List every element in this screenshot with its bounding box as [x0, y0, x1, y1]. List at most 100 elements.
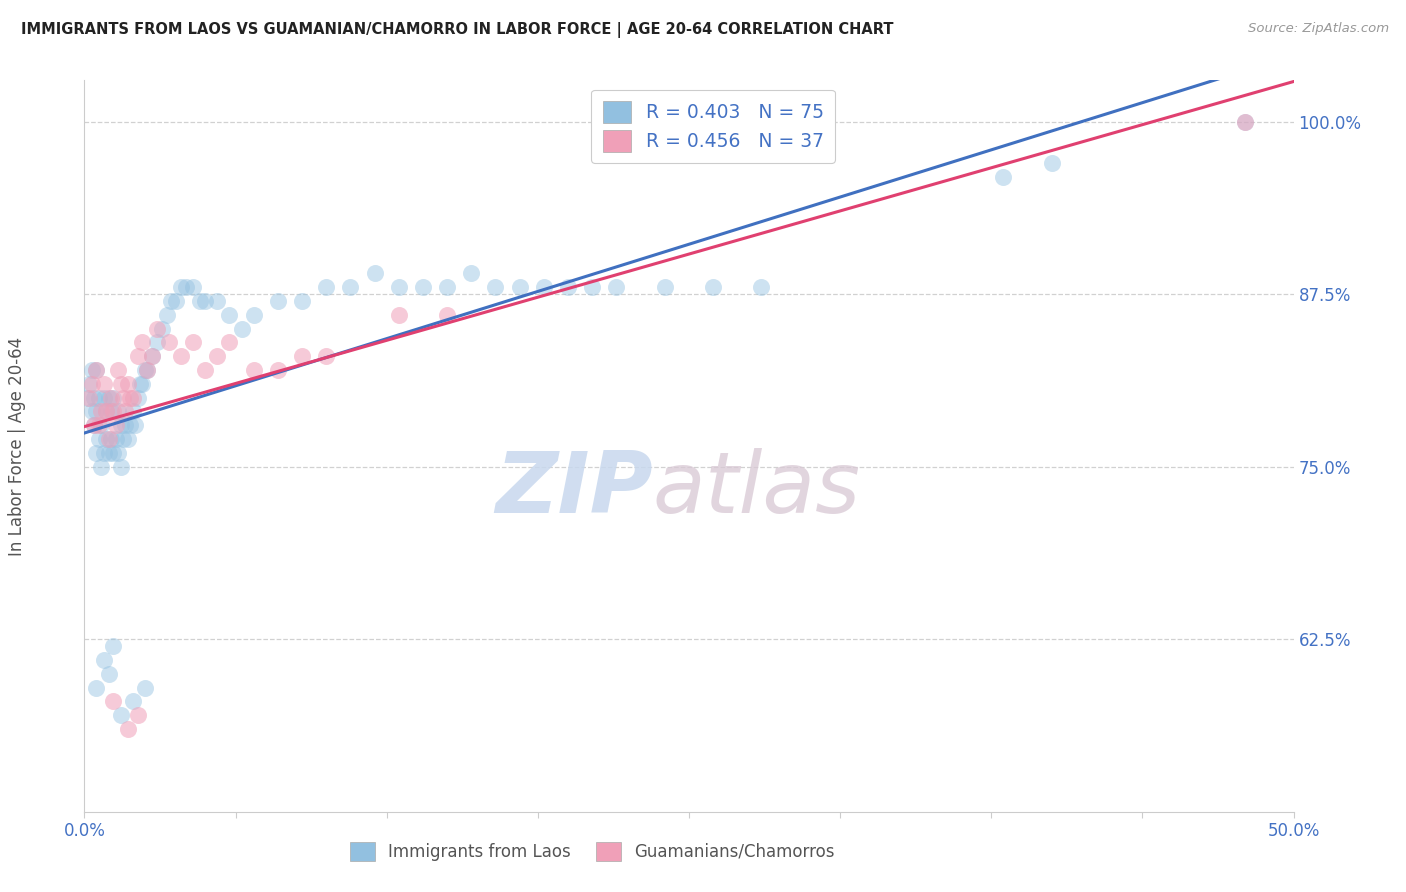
Point [207, 294, 229, 309]
Point [121, 694, 143, 708]
Point [86, 404, 108, 418]
Point [97, 666, 120, 681]
Point [702, 280, 724, 294]
Point [190, 294, 212, 309]
Point [80, 404, 103, 418]
Point [127, 349, 149, 363]
Point [86, 681, 108, 695]
Point [146, 321, 169, 335]
Point [141, 349, 163, 363]
Point [181, 280, 204, 294]
Point [112, 432, 135, 446]
Point [93, 653, 115, 667]
Point [150, 321, 173, 335]
Point [124, 418, 146, 433]
Point [751, 280, 773, 294]
Point [557, 280, 579, 294]
Point [170, 280, 193, 294]
Point [315, 280, 337, 294]
Point [412, 280, 434, 294]
Point [1040, 156, 1063, 170]
Point [100, 404, 122, 418]
Point [117, 376, 139, 391]
Point [146, 335, 169, 350]
Point [103, 639, 125, 653]
Point [291, 349, 314, 363]
Point [90, 418, 112, 433]
Point [86, 363, 108, 377]
Point [97, 432, 120, 446]
Point [155, 308, 177, 322]
Text: ZIP: ZIP [495, 449, 652, 532]
Point [654, 280, 676, 294]
Point [136, 363, 159, 377]
Point [267, 294, 290, 309]
Point [80, 363, 103, 377]
Point [315, 349, 337, 363]
Point [103, 404, 125, 418]
Point [1234, 114, 1257, 128]
Point [436, 280, 458, 294]
Legend: Immigrants from Laos, Guamanians/Chamorros: Immigrants from Laos, Guamanians/Chamorr… [342, 833, 844, 869]
Point [993, 169, 1015, 184]
Point [103, 391, 125, 405]
Point [509, 280, 531, 294]
Point [291, 294, 314, 309]
Point [97, 391, 120, 405]
Point [107, 446, 129, 460]
Point [484, 280, 506, 294]
Point [93, 446, 115, 460]
Point [120, 418, 142, 433]
Text: IMMIGRANTS FROM LAOS VS GUAMANIAN/CHAMORRO IN LABOR FORCE | AGE 20-64 CORRELATIO: IMMIGRANTS FROM LAOS VS GUAMANIAN/CHAMOR… [21, 22, 894, 38]
Point [86, 446, 108, 460]
Point [134, 681, 156, 695]
Text: atlas: atlas [652, 449, 860, 532]
Point [170, 349, 193, 363]
Point [194, 363, 217, 377]
Point [107, 404, 129, 418]
Point [97, 446, 120, 460]
Point [218, 308, 240, 322]
Point [218, 335, 240, 350]
Point [141, 349, 163, 363]
Point [460, 267, 482, 281]
Point [242, 308, 264, 322]
Point [90, 459, 112, 474]
Point [231, 321, 253, 335]
Point [86, 363, 108, 377]
Point [388, 308, 411, 322]
Point [121, 404, 143, 418]
Point [131, 335, 153, 350]
Point [1234, 114, 1257, 128]
Point [339, 280, 361, 294]
Point [93, 391, 115, 405]
Point [93, 376, 115, 391]
Point [581, 280, 603, 294]
Point [77, 376, 100, 391]
Point [533, 280, 555, 294]
Point [83, 391, 105, 405]
Point [207, 349, 229, 363]
Point [83, 418, 105, 433]
Point [112, 391, 135, 405]
Point [80, 376, 103, 391]
Point [157, 335, 180, 350]
Point [120, 391, 142, 405]
Point [100, 391, 122, 405]
Point [110, 708, 132, 723]
Point [242, 363, 264, 377]
Point [436, 308, 458, 322]
Point [110, 459, 132, 474]
Point [117, 432, 139, 446]
Point [605, 280, 627, 294]
Point [110, 418, 132, 433]
Point [94, 404, 117, 418]
Point [87, 432, 110, 446]
Text: Source: ZipAtlas.com: Source: ZipAtlas.com [1249, 22, 1389, 36]
Point [77, 391, 100, 405]
Point [114, 418, 136, 433]
Point [388, 280, 411, 294]
Point [104, 418, 127, 433]
Point [267, 363, 290, 377]
Point [76, 391, 98, 405]
